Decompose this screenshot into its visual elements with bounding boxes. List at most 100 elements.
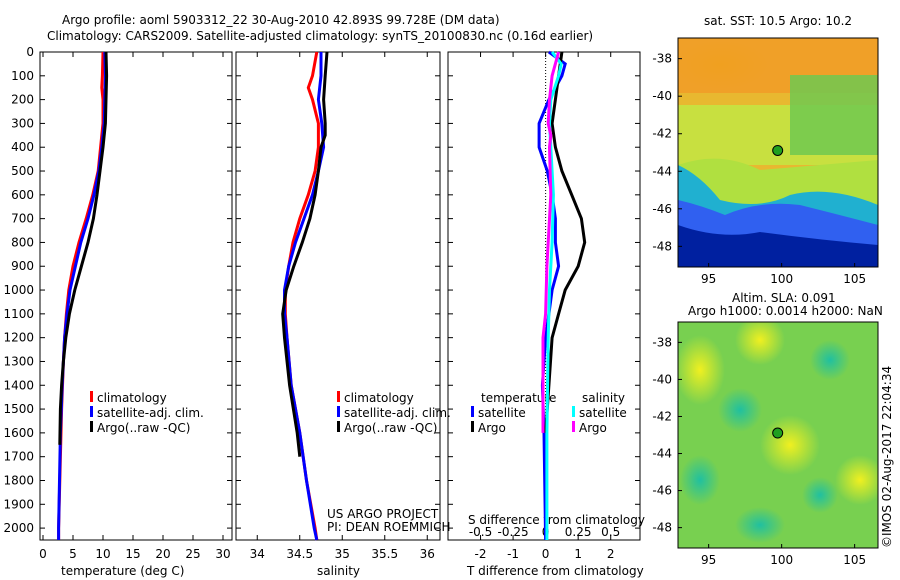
depth-tick-label: 1900	[3, 497, 34, 511]
sla_map-lat-label: -44	[652, 447, 672, 461]
sla_map-lat-label: -38	[652, 335, 672, 349]
depth-tick-label: 1000	[3, 283, 34, 297]
sla-map-field	[678, 322, 878, 548]
differences-xtick-label: -1	[507, 547, 519, 561]
sla_map-argo-marker	[772, 427, 784, 439]
temperature-legend: climatology satellite-adj. clim. Argo(..…	[90, 391, 204, 436]
depth-tick-label: 0	[26, 45, 34, 59]
legend-swatch-blue	[471, 406, 474, 417]
temperature-xtick-label: 30	[215, 547, 230, 561]
legend-title: temperature	[481, 391, 557, 405]
sst-map-field	[678, 38, 878, 267]
legend-swatch-black	[90, 421, 93, 432]
sla_map-lon-label: 95	[701, 553, 716, 567]
sla_map-lat-label: -46	[652, 484, 672, 498]
temperature-xtick-label: 15	[125, 547, 140, 561]
pi-label: PI: DEAN ROEMMICH	[327, 520, 451, 534]
salinity-xtick-label: 34.5	[286, 547, 313, 561]
differences-series-t-satellite	[537, 50, 567, 541]
legend-label: satellite-adj. clim.	[344, 406, 451, 420]
depth-tick-label: 1500	[3, 402, 34, 416]
sdiff-xlabel: S difference from climatology	[468, 513, 645, 527]
legend-swatch-blue	[90, 406, 93, 417]
legend-swatch-magenta	[572, 421, 575, 432]
sst_map-lat-label: -46	[652, 202, 672, 216]
temperature-xtick-label: 5	[69, 547, 77, 561]
sdiff-tick-label: 0.25	[565, 525, 592, 539]
tdiff-xlabel: T difference from climatology	[467, 564, 644, 578]
legend-label: climatology	[344, 391, 414, 405]
sst_map-lat-label: -40	[652, 89, 672, 103]
sla-map-title-2: Argo h1000: 0.0014 h2000: NaN	[688, 304, 883, 318]
depth-tick-label: 200	[11, 93, 34, 107]
depth-tick-label: 300	[11, 116, 34, 130]
tdiff-legend: temperature satellite Argo	[471, 391, 556, 436]
salinity-axes-box	[235, 51, 441, 541]
temperature-xtick-label: 25	[185, 547, 200, 561]
sla-map-title-1: Altim. SLA: 0.091	[732, 291, 836, 305]
depth-tick-label: 600	[11, 188, 34, 202]
salinity-series-satellite-adj-clim-	[283, 52, 326, 541]
temperature-series-argo-raw-qc-	[58, 51, 109, 445]
depth-tick-label: 400	[11, 140, 34, 154]
depth-tick-label: 1100	[3, 307, 34, 321]
salinity-xtick-label: 36	[420, 547, 435, 561]
sdiff-tick-label: -0.25	[498, 525, 529, 539]
depth-tick-label: 1800	[3, 473, 34, 487]
legend-label: satellite	[478, 406, 526, 420]
legend-title: salinity	[582, 391, 626, 405]
depth-tick-label: 1400	[3, 378, 34, 392]
salinity-series-climatology	[283, 51, 320, 541]
title-line-1: Argo profile: aoml 5903312_22 30-Aug-201…	[62, 13, 500, 27]
legend-label: satellite-adj. clim.	[97, 406, 204, 420]
differences-xtick-label: -2	[475, 547, 487, 561]
sdiff-tick-label: 0.5	[601, 525, 620, 539]
temperature-series-climatology	[57, 51, 105, 540]
salinity-series-argo-raw-qc-	[281, 51, 329, 457]
legend-label: Argo(..raw -QC)	[344, 421, 438, 435]
sst_map-lon-label: 100	[770, 272, 793, 286]
legend-label: Argo	[579, 421, 607, 435]
sdiff-tick-label: -0.5	[469, 525, 492, 539]
depth-tick-label: 1700	[3, 450, 34, 464]
differences-axes-box	[447, 51, 641, 541]
sst_map-frame	[677, 37, 879, 268]
sla_map-lon-label: 105	[843, 553, 866, 567]
differences-series-s-argo	[541, 51, 561, 433]
legend-swatch-cyan	[572, 406, 575, 417]
legend-swatch-red	[90, 391, 93, 402]
legend-swatch-red	[337, 391, 340, 402]
temperature-xtick-label: 20	[155, 547, 170, 561]
differences-series-s-satellite	[545, 51, 563, 540]
legend-label: Argo	[478, 421, 506, 435]
sla_map-frame	[677, 321, 879, 549]
temperature-xtick-label: 0	[39, 547, 47, 561]
temperature-xtick-label: 10	[95, 547, 110, 561]
legend-label: Argo(..raw -QC)	[97, 421, 191, 435]
sla_map-lat-label: -48	[652, 521, 672, 535]
salinity-xlabel: salinity	[317, 564, 361, 578]
salinity-legend: climatology satellite-adj. clim. Argo(..…	[337, 391, 451, 436]
depth-tick-label: 800	[11, 235, 34, 249]
sla_map-lon-label: 100	[770, 553, 793, 567]
temperature-series-satellite-adj-clim-	[57, 51, 107, 540]
sst_map-lat-label: -38	[652, 52, 672, 66]
differences-xtick-label: 1	[574, 547, 582, 561]
legend-label: climatology	[97, 391, 167, 405]
copyright-label: ©IMOS 02-Aug-2017 22:04:34	[880, 365, 894, 548]
legend-swatch-black	[471, 421, 474, 432]
depth-tick-label: 2000	[3, 521, 34, 535]
sla_map-lat-label: -40	[652, 372, 672, 386]
project-label: US ARGO PROJECT	[327, 507, 439, 521]
depth-tick-label: 100	[11, 69, 34, 83]
legend-swatch-blue	[337, 406, 340, 417]
legend-swatch-black	[337, 421, 340, 432]
sdiff-tick-label: 0	[542, 525, 550, 539]
depth-tick-label: 700	[11, 212, 34, 226]
sla_map-lat-label: -42	[652, 409, 672, 423]
differences-xtick-label: 0	[542, 547, 550, 561]
salinity-xtick-label: 35.5	[371, 547, 398, 561]
depth-tick-label: 900	[11, 259, 34, 273]
